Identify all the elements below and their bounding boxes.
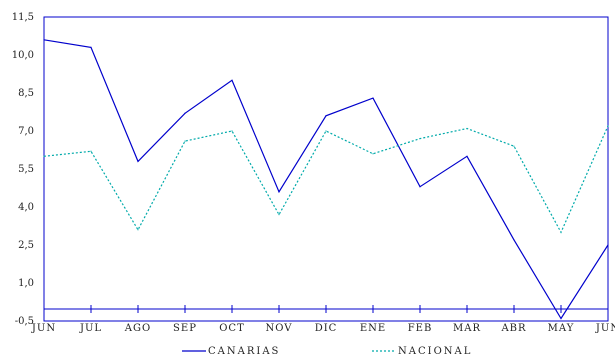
data-point-canarias <box>466 155 468 157</box>
data-point-nacional <box>231 130 233 132</box>
data-point-canarias <box>372 97 374 99</box>
x-tick-label: NOV <box>266 323 293 334</box>
data-point-canarias <box>560 317 562 320</box>
data-point-nacional <box>137 229 139 231</box>
plot-frame <box>43 16 609 322</box>
y-tick-label: 10,0 <box>12 50 34 61</box>
legend-label-nacional: NACIONAL <box>398 346 472 355</box>
y-tick-label: 7,0 <box>18 126 34 137</box>
x-tick-label: JUL <box>79 323 102 334</box>
data-point-canarias <box>90 46 92 49</box>
data-point-canarias <box>184 112 186 114</box>
data-point-nacional <box>466 127 468 130</box>
data-point-canarias <box>231 79 233 81</box>
data-point-canarias <box>43 39 45 41</box>
y-tick-label: 2,5 <box>18 240 34 251</box>
data-point-nacional <box>419 138 421 140</box>
series-line-canarias <box>43 39 609 320</box>
data-point-nacional <box>90 150 92 152</box>
y-tick-label: 4,0 <box>18 202 34 213</box>
legend: CANARIAS NACIONAL <box>182 346 472 355</box>
data-point-nacional <box>607 125 609 127</box>
series-layer <box>43 39 609 320</box>
y-axis-ticks: 11,5 10,0 8,5 7,0 5,5 4,0 2,5 1,0 -0,5 <box>12 12 34 327</box>
x-tick-label: FEB <box>408 323 433 334</box>
x-tick-label: JUN <box>31 323 56 334</box>
data-point-nacional <box>560 231 562 233</box>
series-line-nacional <box>43 125 609 234</box>
x-tick-label: DIC <box>315 323 338 334</box>
data-point-canarias <box>137 160 139 162</box>
data-point-nacional <box>278 214 280 216</box>
x-tick-label: ABR <box>500 323 526 334</box>
legend-label-canarias: CANARIAS <box>208 346 280 355</box>
data-point-nacional <box>43 155 45 157</box>
data-point-nacional <box>513 145 515 147</box>
data-point-canarias <box>513 239 515 241</box>
x-tick-label: OCT <box>219 323 245 334</box>
x-tick-label: SEP <box>173 323 197 334</box>
data-point-canarias <box>325 115 327 117</box>
data-point-nacional <box>184 140 186 142</box>
data-point-canarias <box>278 191 280 193</box>
data-point-canarias <box>607 244 609 246</box>
y-tick-label: 8,5 <box>18 88 34 99</box>
x-tick-label: AGO <box>124 323 151 334</box>
y-tick-label: 11,5 <box>12 12 34 23</box>
y-tick-label: 5,5 <box>18 164 34 175</box>
x-tick-label: JUN <box>595 323 615 334</box>
y-tick-label: 1,0 <box>18 278 34 289</box>
x-tick-label: MAY <box>548 323 575 334</box>
data-point-canarias <box>419 186 421 188</box>
y-tick-label: -0,5 <box>15 316 34 327</box>
data-point-nacional <box>325 130 327 132</box>
x-tick-label: MAR <box>453 323 481 334</box>
x-axis-ticks: JUN JUL AGO SEP OCT NOV DIC ENE FEB MAR ABR MAY JUN <box>31 305 615 334</box>
data-point-nacional <box>372 153 374 155</box>
x-tick-label: ENE <box>360 323 386 334</box>
